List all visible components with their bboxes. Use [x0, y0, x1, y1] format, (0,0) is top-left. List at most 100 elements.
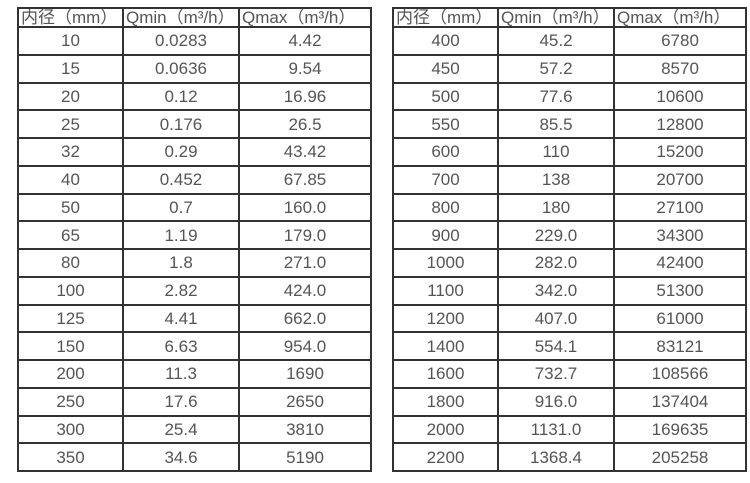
- table-cell: 1.19: [122, 220, 240, 250]
- table-row: 40 0.452 67.85: [17, 164, 372, 195]
- table-row: 1200 407.0 61000: [392, 303, 747, 334]
- table-row: 150 6.63 954.0: [17, 331, 372, 361]
- table-cell: 57.2: [497, 53, 615, 84]
- header-row: 内径（mm） Qmin（m³/h） Qmax（m³/h）: [392, 7, 747, 28]
- table-cell: 0.176: [122, 109, 240, 139]
- table-cell: 80: [17, 248, 124, 278]
- table-cell: 137404: [613, 386, 747, 417]
- table-row: 2000 1131.0 169635: [392, 414, 747, 445]
- table-row: 20 0.12 16.96: [17, 81, 372, 112]
- table-cell: 10600: [613, 81, 747, 112]
- table-cell: 900: [392, 220, 499, 250]
- table-cell: 1400: [392, 331, 499, 361]
- table-cell: 450: [392, 53, 499, 84]
- table-cell: 10: [17, 26, 124, 56]
- table-cell: 67.85: [238, 164, 372, 195]
- table-cell: 954.0: [238, 331, 372, 361]
- table-cell: 9.54: [238, 53, 372, 84]
- table-cell: 20: [17, 81, 124, 112]
- table-cell: 229.0: [497, 220, 615, 250]
- table-row: 300 25.4 3810: [17, 414, 372, 445]
- table-row: 200 11.3 1690: [17, 359, 372, 389]
- table-row: 250 17.6 2650: [17, 386, 372, 417]
- table-cell: 45.2: [497, 26, 615, 56]
- table-cell: 0.0636: [122, 53, 240, 84]
- table-cell: 1800: [392, 386, 499, 417]
- table-row: 700 138 20700: [392, 164, 747, 195]
- table-cell: 1.8: [122, 248, 240, 278]
- table-cell: 43.42: [238, 137, 372, 167]
- header-cell: 内径（mm）: [17, 7, 124, 28]
- header-cell: 内径（mm）: [392, 7, 499, 28]
- table-row: 350 34.6 5190: [17, 442, 372, 472]
- table-row: 400 45.2 6780: [392, 26, 747, 56]
- table-cell: 800: [392, 192, 499, 223]
- table-cell: 1131.0: [497, 414, 615, 445]
- table-cell: 6780: [613, 26, 747, 56]
- header-cell: Qmax（m³/h）: [613, 7, 747, 28]
- table-cell: 2.82: [122, 275, 240, 306]
- table-cell: 83121: [613, 331, 747, 361]
- table-cell: 0.12: [122, 81, 240, 112]
- table-cell: 15: [17, 53, 124, 84]
- table-cell: 27100: [613, 192, 747, 223]
- table-cell: 732.7: [497, 359, 615, 389]
- table-cell: 300: [17, 414, 124, 445]
- table-cell: 500: [392, 81, 499, 112]
- table-cell: 110: [497, 137, 615, 167]
- table-cell: 282.0: [497, 248, 615, 278]
- table-cell: 150: [17, 331, 124, 361]
- table-cell: 40: [17, 164, 124, 195]
- table-cell: 554.1: [497, 331, 615, 361]
- header-cell: Qmin（m³/h）: [497, 7, 615, 28]
- table-cell: 125: [17, 303, 124, 334]
- table-row: 1400 554.1 83121: [392, 331, 747, 361]
- table-row: 1600 732.7 108566: [392, 359, 747, 389]
- table-cell: 20700: [613, 164, 747, 195]
- table-cell: 271.0: [238, 248, 372, 278]
- table-cell: 61000: [613, 303, 747, 334]
- table-cell: 1000: [392, 248, 499, 278]
- table-row: 65 1.19 179.0: [17, 220, 372, 250]
- table-cell: 200: [17, 359, 124, 389]
- table-cell: 34300: [613, 220, 747, 250]
- table-cell: 11.3: [122, 359, 240, 389]
- table-cell: 6.63: [122, 331, 240, 361]
- table-row: 1800 916.0 137404: [392, 386, 747, 417]
- table-row: 32 0.29 43.42: [17, 137, 372, 167]
- table-cell: 400: [392, 26, 499, 56]
- table-cell: 138: [497, 164, 615, 195]
- table-row: 10 0.0283 4.42: [17, 26, 372, 56]
- table-cell: 51300: [613, 275, 747, 306]
- table-cell: 2000: [392, 414, 499, 445]
- table-cell: 160.0: [238, 192, 372, 223]
- table-row: 2200 1368.4 205258: [392, 442, 747, 472]
- table-cell: 12800: [613, 109, 747, 139]
- table-cell: 65: [17, 220, 124, 250]
- table-cell: 1100: [392, 275, 499, 306]
- table-cell: 108566: [613, 359, 747, 389]
- table-cell: 15200: [613, 137, 747, 167]
- table-cell: 32: [17, 137, 124, 167]
- table-row: 900 229.0 34300: [392, 220, 747, 250]
- table-row: 550 85.5 12800: [392, 109, 747, 139]
- table-cell: 25: [17, 109, 124, 139]
- table-row: 600 110 15200: [392, 137, 747, 167]
- header-row: 内径（mm） Qmin（m³/h） Qmax（m³/h）: [17, 7, 372, 28]
- table-cell: 42400: [613, 248, 747, 278]
- table-cell: 17.6: [122, 386, 240, 417]
- table-row: 800 180 27100: [392, 192, 747, 223]
- table-cell: 16.96: [238, 81, 372, 112]
- table-cell: 50: [17, 192, 124, 223]
- table-row: 50 0.7 160.0: [17, 192, 372, 223]
- table-cell: 26.5: [238, 109, 372, 139]
- table-cell: 600: [392, 137, 499, 167]
- flow-table-large-diameters: 内径（mm） Qmin（m³/h） Qmax（m³/h） 400 45.2 6780 450…: [392, 7, 747, 472]
- table-cell: 1600: [392, 359, 499, 389]
- table-cell: 916.0: [497, 386, 615, 417]
- header-cell: Qmin（m³/h）: [122, 7, 240, 28]
- table-cell: 3810: [238, 414, 372, 445]
- table-cell: 180: [497, 192, 615, 223]
- table-cell: 1200: [392, 303, 499, 334]
